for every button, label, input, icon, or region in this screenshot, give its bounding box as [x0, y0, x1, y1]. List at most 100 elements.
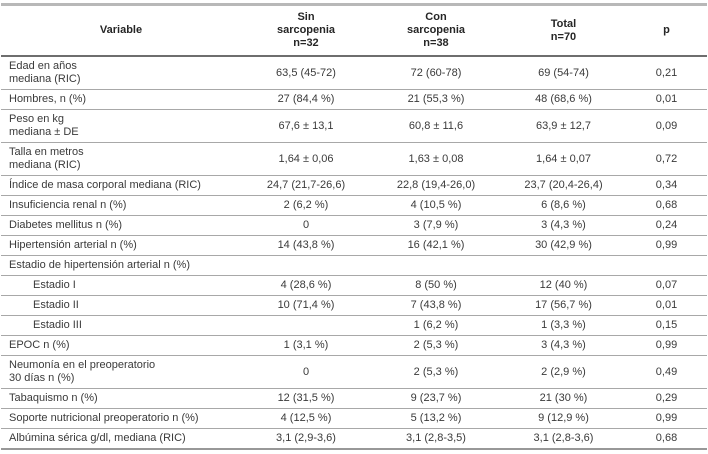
row-label-cell: Índice de masa corporal mediana (RIC) [1, 175, 241, 196]
row-label-cell: Neumonía en el preoperatorio 30 días n (… [1, 355, 241, 389]
value-cell: 4 (10,5 %) [371, 195, 501, 216]
table-row: Hombres, n (%) 27 (84,4 %) 21 (55,3 %) 48 (… [1, 89, 707, 110]
value-cell: 30 (42,9 %) [501, 235, 626, 256]
p-value-cell: 0,99 [626, 235, 707, 256]
value-cell: 22,8 (19,4-26,0) [371, 175, 501, 196]
row-label-cell: Estadio II [1, 295, 241, 316]
row-label-cell: Albúmina sérica g/dl, mediana (RIC) [1, 428, 241, 450]
value-cell [241, 255, 371, 276]
value-cell: 63,9 ± 12,7 [501, 109, 626, 143]
value-cell: 1 (6,2 %) [371, 315, 501, 336]
row-label-cell: Soporte nutricional preoperatorio n (%) [1, 408, 241, 429]
value-cell: 12 (31,5 %) [241, 388, 371, 409]
table-row: Talla en metros mediana (RIC) 1,64 ± 0,06… [1, 142, 707, 176]
column-header-con-sarcopenia: Con sarcopenia n=38 [371, 3, 501, 57]
p-value-cell: 0,07 [626, 275, 707, 296]
value-cell: 1 (3,3 %) [501, 315, 626, 336]
section-row: Estadio de hipertensión arterial n (%) [1, 255, 707, 276]
value-cell: 24,7 (21,7-26,6) [241, 175, 371, 196]
value-cell: 3 (4,3 %) [501, 215, 626, 236]
row-label-cell: Talla en metros mediana (RIC) [1, 142, 241, 176]
value-cell: 10 (71,4 %) [241, 295, 371, 316]
section-label-cell: Estadio de hipertensión arterial n (%) [1, 255, 241, 276]
value-cell [501, 255, 626, 276]
p-value-cell: 0,99 [626, 335, 707, 356]
table-row: Tabaquismo n (%) 12 (31,5 %) 9 (23,7 %) 21 … [1, 388, 707, 409]
p-value-cell: 0,15 [626, 315, 707, 336]
value-cell: 14 (43,8 %) [241, 235, 371, 256]
value-cell: 63,5 (45-72) [241, 56, 371, 90]
p-value-cell: 0,01 [626, 89, 707, 110]
p-value-cell: 0,24 [626, 215, 707, 236]
p-value-cell: 0,99 [626, 408, 707, 429]
p-value-cell: 0,68 [626, 195, 707, 216]
row-label-cell: Peso en kg mediana ± DE [1, 109, 241, 143]
row-label-cell: Hombres, n (%) [1, 89, 241, 110]
column-header-total: Total n=70 [501, 3, 626, 57]
p-value-cell [626, 255, 707, 276]
sarcopenia-characteristics-table: Variable Sin sarcopenia n=32 Con sarcope… [1, 3, 707, 450]
value-cell: 3,1 (2,9-3,6) [241, 428, 371, 450]
row-label-cell: Estadio III [1, 315, 241, 336]
row-label-cell: Edad en años mediana (RIC) [1, 56, 241, 90]
value-cell: 69 (54-74) [501, 56, 626, 90]
value-cell: 72 (60-78) [371, 56, 501, 90]
table-row: Albúmina sérica g/dl, mediana (RIC) 3,1 (… [1, 428, 707, 450]
row-label-cell: EPOC n (%) [1, 335, 241, 356]
value-cell [241, 315, 371, 336]
table-row: Edad en años mediana (RIC) 63,5 (45-72) 72… [1, 56, 707, 90]
value-cell: 2 (5,3 %) [371, 335, 501, 356]
value-cell: 0 [241, 355, 371, 389]
table-row: Insuficiencia renal n (%) 2 (6,2 %) 4 (10,… [1, 195, 707, 216]
value-cell: 4 (12,5 %) [241, 408, 371, 429]
p-value-cell: 0,21 [626, 56, 707, 90]
value-cell: 1,64 ± 0,07 [501, 142, 626, 176]
value-cell: 23,7 (20,4-26,4) [501, 175, 626, 196]
row-label-cell: Hipertensión arterial n (%) [1, 235, 241, 256]
p-value-cell: 0,29 [626, 388, 707, 409]
column-header-p-value: p [626, 3, 707, 57]
table-row: Diabetes mellitus n (%) 0 3 (7,9 %) 3 (4,3 … [1, 215, 707, 236]
value-cell: 48 (68,6 %) [501, 89, 626, 110]
p-value-cell: 0,72 [626, 142, 707, 176]
value-cell: 2 (2,9 %) [501, 355, 626, 389]
column-header-variable: Variable [1, 3, 241, 57]
table-row: Índice de masa corporal mediana (RIC) 24,… [1, 175, 707, 196]
value-cell: 8 (50 %) [371, 275, 501, 296]
value-cell: 3 (4,3 %) [501, 335, 626, 356]
value-cell: 5 (13,2 %) [371, 408, 501, 429]
value-cell: 0 [241, 215, 371, 236]
table-row: Estadio II 10 (71,4 %) 7 (43,8 %) 17 (56,7 … [1, 295, 707, 316]
row-label-cell: Tabaquismo n (%) [1, 388, 241, 409]
value-cell: 3 (7,9 %) [371, 215, 501, 236]
table-body: Edad en años mediana (RIC) 63,5 (45-72) 72… [1, 56, 707, 450]
table-row: Soporte nutricional preoperatorio n (%) 4… [1, 408, 707, 429]
column-header-sin-sarcopenia: Sin sarcopenia n=32 [241, 3, 371, 57]
value-cell: 12 (40 %) [501, 275, 626, 296]
table-row: Estadio III 1 (6,2 %) 1 (3,3 %) 0,15 [1, 315, 707, 336]
table-row: Neumonía en el preoperatorio 30 días n (… [1, 355, 707, 389]
value-cell: 2 (5,3 %) [371, 355, 501, 389]
value-cell: 7 (43,8 %) [371, 295, 501, 316]
value-cell: 1 (3,1 %) [241, 335, 371, 356]
value-cell: 3,1 (2,8-3,5) [371, 428, 501, 450]
value-cell: 1,64 ± 0,06 [241, 142, 371, 176]
value-cell: 60,8 ± 11,6 [371, 109, 501, 143]
value-cell: 9 (12,9 %) [501, 408, 626, 429]
table-row: EPOC n (%) 1 (3,1 %) 2 (5,3 %) 3 (4,3 %) 0,9… [1, 335, 707, 356]
p-value-cell: 0,09 [626, 109, 707, 143]
value-cell: 21 (30 %) [501, 388, 626, 409]
value-cell: 1,63 ± 0,08 [371, 142, 501, 176]
value-cell: 9 (23,7 %) [371, 388, 501, 409]
value-cell: 21 (55,3 %) [371, 89, 501, 110]
value-cell: 4 (28,6 %) [241, 275, 371, 296]
value-cell: 27 (84,4 %) [241, 89, 371, 110]
row-label-cell: Insuficiencia renal n (%) [1, 195, 241, 216]
header-row: Variable Sin sarcopenia n=32 Con sarcope… [1, 3, 707, 57]
p-value-cell: 0,01 [626, 295, 707, 316]
p-value-cell: 0,34 [626, 175, 707, 196]
value-cell: 16 (42,1 %) [371, 235, 501, 256]
row-label-cell: Estadio I [1, 275, 241, 296]
